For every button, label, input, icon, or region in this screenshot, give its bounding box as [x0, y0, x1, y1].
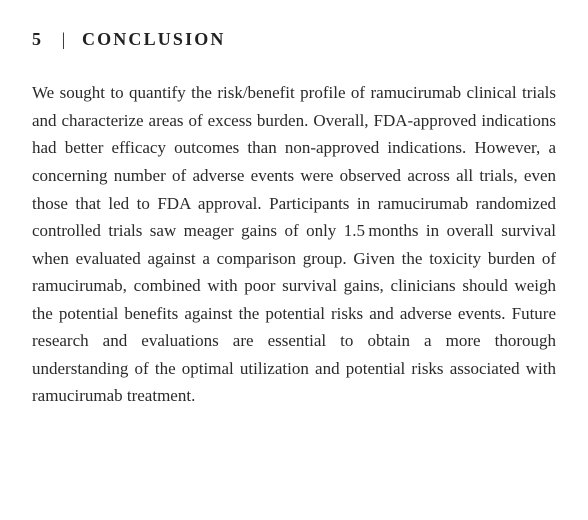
section-number: 5 [32, 29, 41, 49]
conclusion-paragraph: We sought to quantify the risk/benefit p… [32, 79, 556, 409]
section-title: CONCLUSION [82, 29, 226, 49]
section-separator: | [62, 28, 66, 51]
section-heading: 5 | CONCLUSION [32, 28, 556, 51]
